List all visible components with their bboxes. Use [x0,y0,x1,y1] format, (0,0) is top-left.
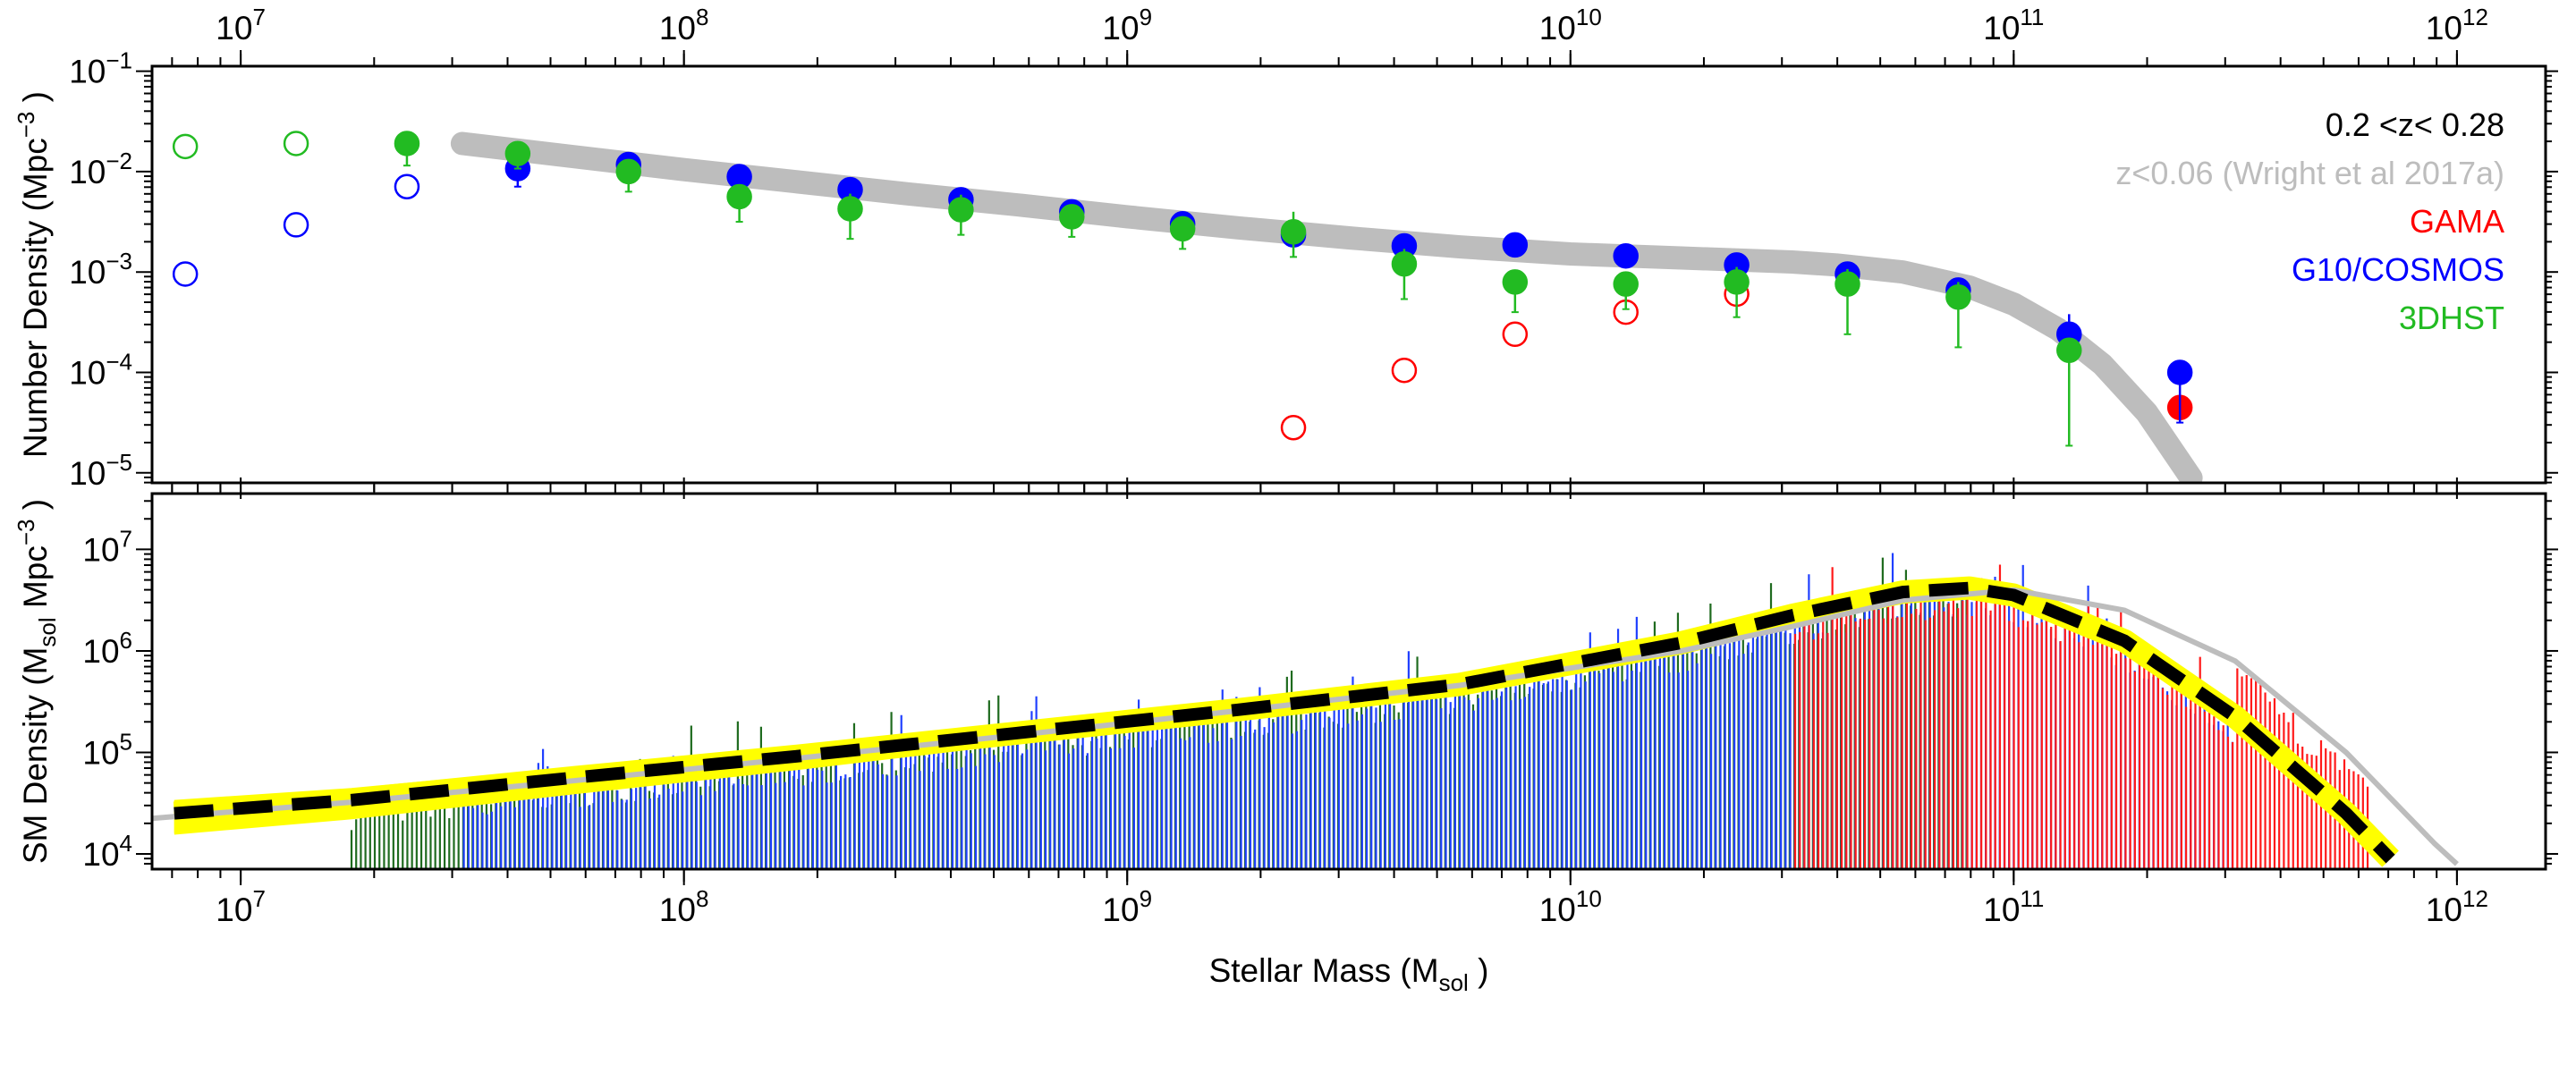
gama-point [1391,357,1418,384]
bottom-x-tick-label: 1012 [2426,885,2488,928]
top-axis-tick-labels: 107 108 109 1010 1011 1012 [216,4,2488,46]
legend-entry-redshift: 0.2 <z< 0.28 [2326,106,2504,143]
bottom-x-tick-labels: 107 108 109 1010 1011 1012 [216,885,2488,928]
top-x-tick-label: 1010 [1539,4,1602,46]
y-tick-label: 107 [82,525,132,568]
y-tick-label: 105 [82,728,132,771]
3dhst-point [172,133,199,160]
g10-cosmos-point [172,261,199,287]
y-tick-label: 104 [82,830,132,873]
legend-entry-wright: z<0.06 (Wright et al 2017a) [2115,155,2504,191]
top-y-tick-labels: 10−1 10−2 10−3 10−4 10−5 [69,47,132,492]
3dhst-point [726,183,752,210]
y-tick-label: 10−5 [69,449,132,492]
legend: 0.2 <z< 0.28 z<0.06 (Wright et al 2017a)… [2115,106,2504,336]
3dhst-point [504,140,531,166]
bottom-y-ticks [136,500,2558,865]
g10-cosmos-point [283,212,309,238]
y-tick-label: 10−1 [69,47,132,90]
legend-entry-g10cosmos: G10/COSMOS [2292,251,2504,288]
top-x-tick-label: 108 [659,4,709,46]
sm-density-panel: 107 108 109 1010 1011 1012 104 105 106 107 SM De… [13,477,2558,996]
g10-cosmos-point [2166,359,2193,385]
gama-point [1502,321,1529,348]
3dhst-point [1169,215,1196,242]
data-points-top [172,131,2193,483]
g10-cosmos-point [1502,232,1529,258]
top-x-tick-label: 1012 [2426,4,2488,46]
bottom-x-tick-label: 108 [659,885,709,928]
y-tick-label: 10−2 [69,148,132,190]
3dhst-point [837,196,863,222]
bottom-x-tick-label: 1011 [1983,885,2044,928]
3dhst-point [1280,219,1307,245]
number-density-panel: 107 108 109 1010 1011 1012 10−110−210−310−410… [13,4,2558,499]
y-tick-label: 10−4 [69,348,132,391]
3dhst-point [1945,284,1971,310]
bottom-x-tick-label: 1010 [1539,885,1602,928]
legend-entry-3dhst: 3DHST [2399,300,2504,336]
best-fit-curve [174,581,2395,864]
3dhst-point [1835,271,1860,297]
3dhst-point [1391,250,1418,277]
bottom-y-tick-labels: 104 105 106 107 [82,525,132,873]
reference-curve-bottom [152,587,2459,866]
3dhst-point [1724,269,1750,295]
bottom-x-tick-label: 107 [216,885,266,928]
3dhst-point [394,131,420,156]
gama-point [1280,414,1307,441]
3dhst-point [948,197,974,223]
g10-cosmos-point [394,173,420,199]
3dhst-point [283,131,309,156]
top-y-axis-label: Number Density (Mpc−3 ) [13,91,54,458]
3dhst-point [615,158,641,185]
bottom-x-ticks [171,477,2458,885]
top-x-tick-label: 109 [1102,4,1152,46]
3dhst-point [1059,204,1085,230]
top-x-tick-label: 107 [216,4,266,46]
bottom-x-tick-label: 109 [1102,885,1152,928]
top-panel-frame [150,64,2547,485]
3dhst-point [1613,271,1639,297]
reference-curve-top [450,131,2203,483]
3dhst-point [1502,269,1529,295]
top-y-ticks [136,70,2558,484]
top-x-tick-label: 1011 [1983,4,2044,46]
legend-entry-gama: GAMA [2410,203,2504,240]
g10-cosmos-point [1613,242,1639,269]
y-tick-label: 106 [82,627,132,670]
y-tick-label: 10−3 [69,248,132,291]
x-axis-label: Stellar Mass (Msol ) [1209,952,1489,996]
3dhst-point [2056,337,2082,364]
bottom-y-axis-label: SM Density (Msol Mpc−3 ) [13,499,61,864]
